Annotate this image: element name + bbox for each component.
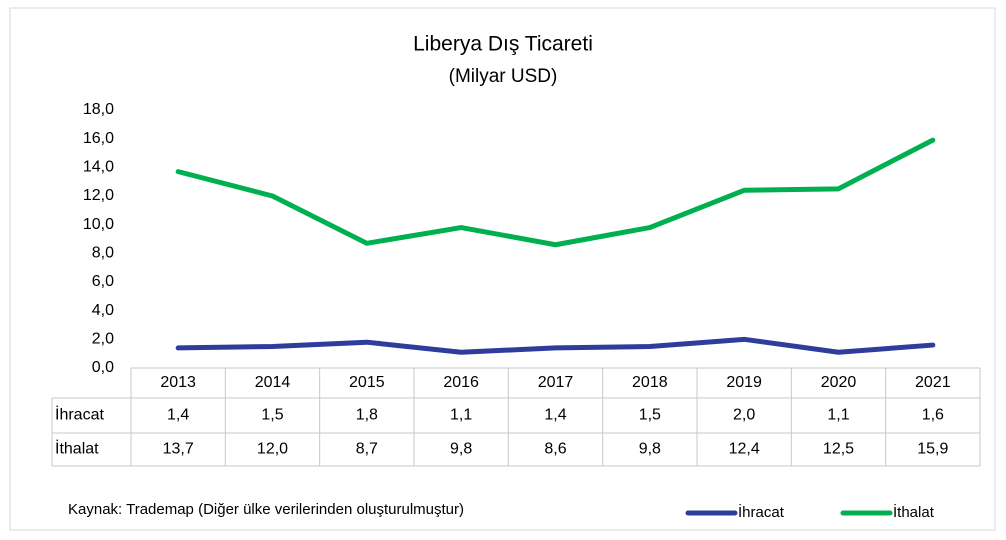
table-cell: 1,6 xyxy=(922,407,944,424)
y-tick-label: 10,0 xyxy=(83,216,114,233)
table-cell: 1,8 xyxy=(356,407,378,424)
table-row-label: İhracat xyxy=(55,405,104,424)
table-cell: 1,5 xyxy=(639,407,661,424)
x-tick-label: 2020 xyxy=(821,374,857,391)
chart-title: Liberya Dış Ticareti xyxy=(413,33,593,56)
y-tick-label: 0,0 xyxy=(92,359,114,376)
x-tick-label: 2014 xyxy=(255,374,291,391)
x-tick-label: 2021 xyxy=(915,374,951,391)
y-tick-label: 8,0 xyxy=(92,245,114,262)
chart-subtitle: (Milyar USD) xyxy=(449,66,558,87)
chart-border xyxy=(9,7,996,531)
table-cell: 1,1 xyxy=(450,407,472,424)
table-cell: 2,0 xyxy=(733,407,755,424)
table-row-label: İthalat xyxy=(55,439,99,458)
table-cell: 1,4 xyxy=(167,407,189,424)
y-tick-label: 2,0 xyxy=(92,331,114,348)
table-cell: 9,8 xyxy=(639,441,661,458)
table-cell: 12,4 xyxy=(729,441,760,458)
x-tick-label: 2013 xyxy=(160,374,196,391)
series-line xyxy=(175,336,936,355)
source-note: Kaynak: Trademap (Diğer ülke verilerinde… xyxy=(68,501,464,518)
legend-label: İthalat xyxy=(893,503,935,521)
x-tick-label: 2017 xyxy=(538,374,574,391)
y-tick-label: 12,0 xyxy=(83,187,114,204)
y-tick-label: 18,0 xyxy=(83,101,114,118)
table-cell: 1,4 xyxy=(544,407,566,424)
y-tick-label: 16,0 xyxy=(83,130,114,147)
table-cell: 13,7 xyxy=(163,441,194,458)
x-tick-label: 2016 xyxy=(443,374,479,391)
table-cell: 8,6 xyxy=(544,441,566,458)
table-cell: 12,5 xyxy=(823,441,854,458)
series-line xyxy=(175,137,936,248)
x-tick-label: 2018 xyxy=(632,374,668,391)
table-cell: 15,9 xyxy=(917,441,948,458)
table-cell: 8,7 xyxy=(356,441,378,458)
table-cell: 9,8 xyxy=(450,441,472,458)
y-tick-label: 4,0 xyxy=(92,302,114,319)
x-tick-label: 2019 xyxy=(726,374,762,391)
y-tick-label: 6,0 xyxy=(92,273,114,290)
table-cell: 1,5 xyxy=(261,407,283,424)
y-tick-label: 14,0 xyxy=(83,159,114,176)
table-cell: 1,1 xyxy=(827,407,849,424)
table-cell: 12,0 xyxy=(257,441,288,458)
x-tick-label: 2015 xyxy=(349,374,385,391)
legend-label: İhracat xyxy=(738,503,785,521)
